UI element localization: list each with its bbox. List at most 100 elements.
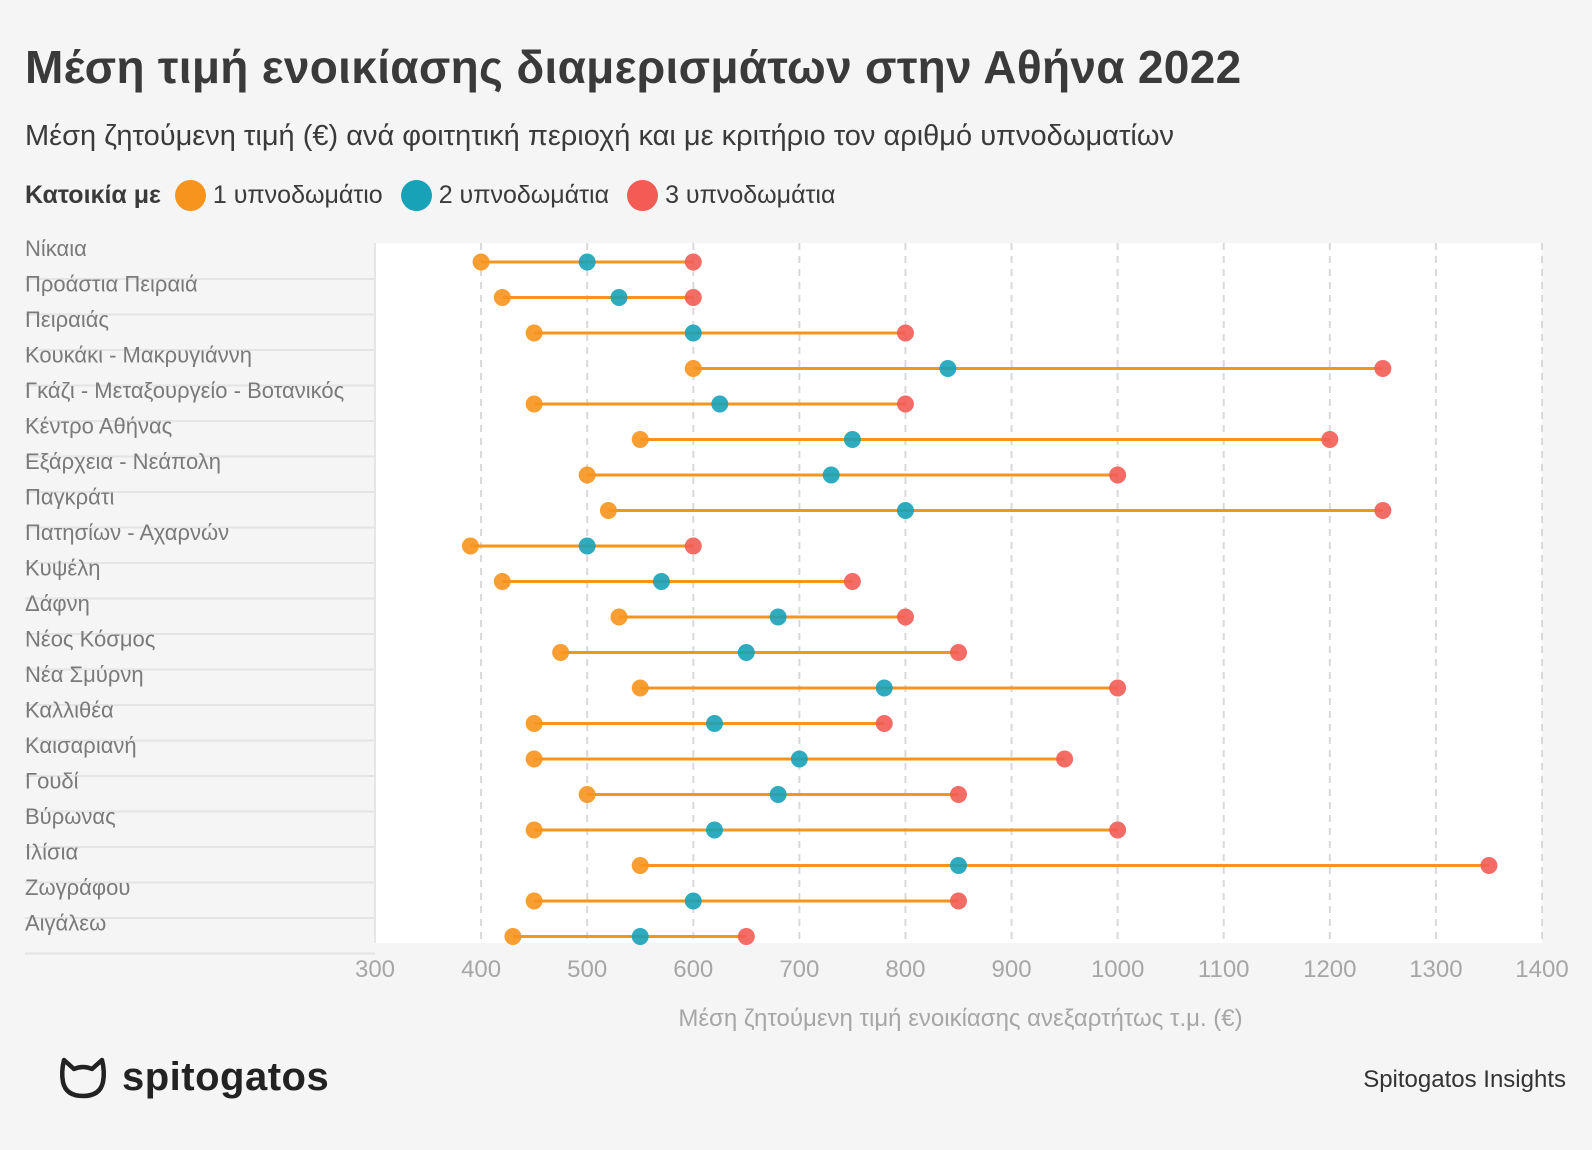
- point-3-bedrooms: [737, 928, 755, 945]
- x-tick-label-1000: 1000: [1091, 956, 1144, 983]
- legend-label-3-bedrooms: 3 υπνοδωμάτια: [665, 181, 836, 209]
- dumbbell-chart: 300 400 500 600 700 800 900 1000 1100 1200 1300 140…: [25, 236, 1569, 1032]
- point-3-bedrooms: [1374, 502, 1392, 519]
- point-2-bedrooms: [578, 537, 596, 555]
- point-2-bedrooms: [822, 466, 840, 484]
- point-2-bedrooms: [711, 395, 729, 413]
- spitogatos-logo: spitogatos: [58, 1055, 329, 1100]
- legend: Κατοικία με 1 υπνοδωμάτιο 2 υπνοδωμάτια …: [25, 180, 853, 211]
- point-1-bedroom: [493, 289, 511, 306]
- point-3-bedrooms: [843, 573, 861, 590]
- point-2-bedrooms: [631, 928, 649, 945]
- point-1-bedroom: [472, 253, 490, 271]
- point-1-bedroom: [610, 608, 628, 626]
- logo-text: spitogatos: [122, 1055, 330, 1099]
- point-3-bedrooms: [1374, 360, 1392, 377]
- legend-label-2-bedrooms: 2 υπνοδωμάτια: [438, 181, 610, 209]
- legend-marker-3-bedrooms: [627, 180, 659, 211]
- point-2-bedrooms: [896, 502, 914, 519]
- x-tick-label-300: 300: [355, 956, 395, 983]
- category-label: Αιγάλεω: [25, 911, 106, 936]
- point-3-bedrooms: [1480, 857, 1498, 874]
- category-label: Παγκράτι: [25, 485, 115, 510]
- x-axis-label: Μέση ζητούμενη τιμή ενοικίασης ανεξαρτήτ…: [678, 1005, 1242, 1032]
- point-1-bedroom: [525, 395, 543, 413]
- point-2-bedrooms: [950, 857, 967, 874]
- point-1-bedroom: [578, 466, 596, 484]
- category-label: Νέος Κόσμος: [25, 627, 155, 652]
- point-1-bedroom: [631, 857, 649, 874]
- category-label: Δάφνη: [25, 591, 90, 616]
- point-1-bedroom: [599, 502, 617, 519]
- point-2-bedrooms: [939, 360, 957, 377]
- point-3-bedrooms: [1321, 431, 1339, 448]
- point-2-bedrooms: [578, 253, 596, 271]
- point-2-bedrooms: [684, 324, 702, 342]
- category-label: Κέντρο Αθήνας: [25, 414, 172, 439]
- legend-title: Κατοικία με: [25, 181, 161, 209]
- point-1-bedroom: [684, 360, 702, 377]
- legend-label-1-bedroom: 1 υπνοδωμάτιο: [212, 181, 383, 209]
- x-tick-label-400: 400: [461, 956, 501, 983]
- source-credit: Spitogatos Insights: [1363, 1066, 1566, 1093]
- chart-title: Μέση τιμή ενοικίασης διαμερισμάτων στην …: [25, 41, 1242, 93]
- category-label: Εξάρχεια - Νεάπολη: [25, 449, 221, 474]
- point-1-bedroom: [525, 715, 543, 732]
- category-label: Γκάζι - Μεταξουργείο - Βοτανικός: [25, 378, 344, 403]
- point-3-bedrooms: [950, 892, 967, 910]
- point-1-bedroom: [525, 750, 543, 768]
- point-1-bedroom: [461, 537, 479, 555]
- point-1-bedroom: [578, 786, 596, 803]
- x-tick-label-900: 900: [992, 956, 1032, 983]
- point-1-bedroom: [525, 892, 543, 910]
- point-1-bedroom: [525, 821, 543, 839]
- point-1-bedroom: [631, 431, 649, 448]
- cat-head-icon: [59, 1057, 107, 1098]
- legend-item-3-bedrooms: 3 υπνοδωμάτια: [627, 180, 835, 211]
- point-2-bedrooms: [684, 892, 702, 910]
- x-tick-label-500: 500: [567, 956, 607, 983]
- legend-marker-1-bedroom: [174, 180, 206, 211]
- point-3-bedrooms: [1109, 679, 1127, 697]
- point-1-bedroom: [552, 644, 570, 661]
- x-tick-label-800: 800: [885, 956, 925, 983]
- point-3-bedrooms: [875, 715, 893, 732]
- plot-area: [375, 243, 1542, 943]
- point-1-bedroom: [631, 679, 649, 697]
- point-3-bedrooms: [896, 324, 914, 342]
- point-3-bedrooms: [684, 537, 702, 555]
- point-2-bedrooms: [843, 431, 861, 448]
- x-tick-label-1100: 1100: [1198, 956, 1250, 983]
- category-label: Ζωγράφου: [25, 875, 130, 900]
- point-2-bedrooms: [769, 786, 787, 803]
- category-label: Γουδί: [25, 769, 79, 794]
- point-1-bedroom: [493, 573, 511, 590]
- point-3-bedrooms: [684, 289, 702, 306]
- x-tick-label-700: 700: [779, 956, 819, 983]
- chart-subtitle: Μέση ζητούμενη τιμή (€) ανά φοιτητική πε…: [25, 120, 1174, 152]
- category-label: Βύρωνας: [25, 804, 116, 829]
- category-label: Προάστια Πειραιά: [25, 272, 198, 297]
- point-3-bedrooms: [896, 608, 914, 626]
- point-2-bedrooms: [652, 573, 670, 590]
- point-3-bedrooms: [684, 253, 702, 271]
- point-3-bedrooms: [1109, 821, 1127, 839]
- x-tick-label-1200: 1200: [1303, 956, 1356, 983]
- point-2-bedrooms: [790, 750, 808, 768]
- x-tick-label-1400: 1400: [1515, 956, 1568, 983]
- category-label: Κυψέλη: [25, 556, 100, 581]
- point-1-bedroom: [525, 324, 543, 342]
- point-3-bedrooms: [896, 395, 914, 413]
- point-2-bedrooms: [737, 644, 755, 661]
- point-2-bedrooms: [875, 679, 893, 697]
- category-label: Καισαριανή: [25, 733, 137, 758]
- legend-marker-2-bedrooms: [400, 180, 432, 211]
- point-1-bedroom: [504, 928, 522, 945]
- x-tick-label-1300: 1300: [1409, 956, 1462, 983]
- category-label: Πειραιάς: [25, 307, 109, 332]
- point-3-bedrooms: [1056, 750, 1074, 768]
- category-label: Νίκαια: [25, 236, 87, 261]
- point-3-bedrooms: [1109, 466, 1127, 484]
- category-label: Καλλιθέα: [25, 698, 114, 723]
- point-2-bedrooms: [705, 715, 723, 732]
